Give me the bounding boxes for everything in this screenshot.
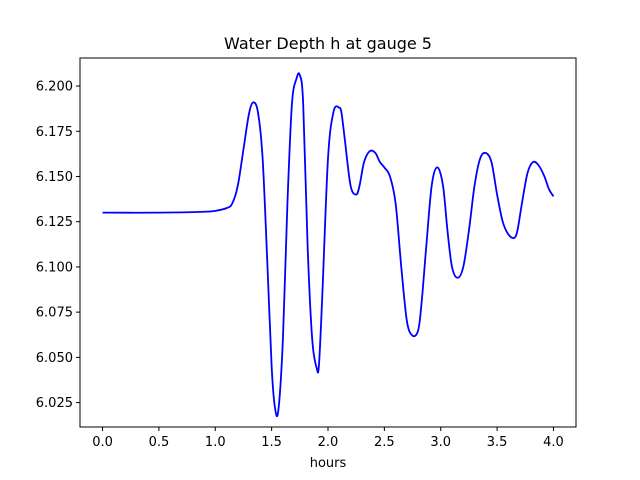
series-line-0 [102, 72, 555, 418]
y-tick-label: 6.100 [36, 260, 73, 275]
x-tick-label: 1.0 [205, 435, 226, 450]
x-axis-label: hours [310, 456, 347, 471]
x-tick-label: 0.5 [149, 435, 170, 450]
x-tick-label: 3.5 [487, 435, 508, 450]
x-tick-label: 2.0 [318, 435, 339, 450]
x-axis: 0.0 0.5 1.0 1.5 2.0 2.5 3.0 3.5 4.0 [92, 427, 564, 450]
y-tick-label: 6.175 [36, 125, 73, 140]
y-tick-label: 6.075 [36, 306, 73, 321]
y-tick-label: 6.125 [36, 215, 73, 230]
x-tick-label: 1.5 [261, 435, 282, 450]
y-tick-label: 6.150 [36, 170, 73, 185]
y-tick-label: 6.025 [36, 396, 73, 411]
x-tick-label: 4.0 [543, 435, 564, 450]
x-tick-label: 2.5 [374, 435, 395, 450]
y-tick-label: 6.050 [36, 351, 73, 366]
y-tick-label: 6.200 [36, 80, 73, 95]
x-tick-label: 0.0 [92, 435, 113, 450]
y-axis: 6.025 6.050 6.075 6.100 6.125 6.150 6.175 6.200 [36, 80, 80, 411]
x-tick-label: 3.0 [430, 435, 451, 450]
chart-title: Water Depth h at gauge 5 [224, 34, 432, 53]
